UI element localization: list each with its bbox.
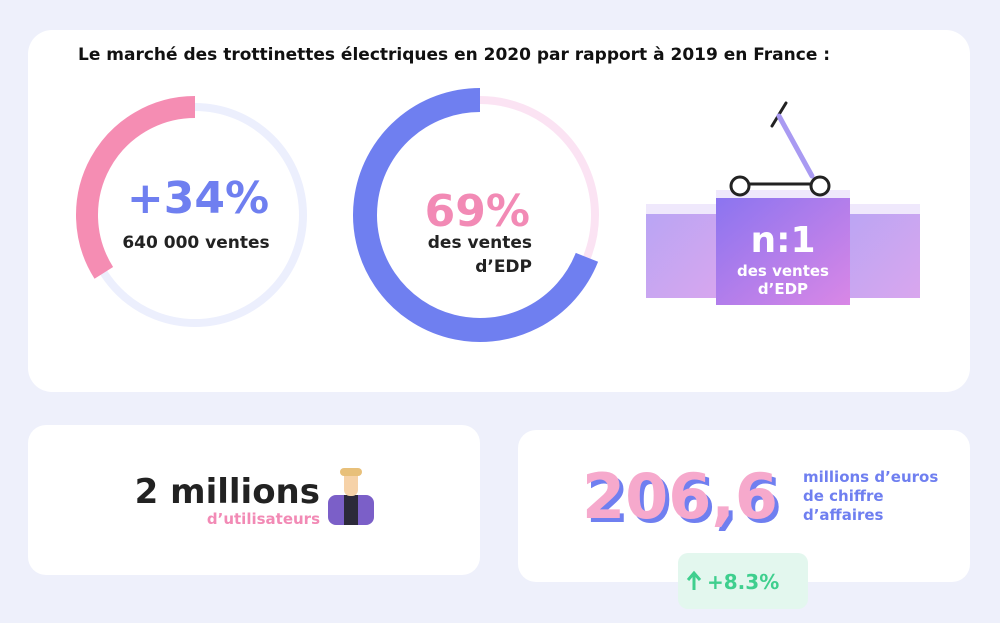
title: Le marché des trottinettes électriques e…: [78, 45, 830, 65]
stat-caption: des ventes: [428, 233, 532, 253]
stat-label: +34%: [127, 173, 269, 224]
stat-caption: 640 000 ventes: [122, 233, 269, 253]
revenue-caption: d’affaires: [803, 506, 884, 524]
revenue-label: 206,6: [582, 460, 778, 533]
rank-caption: d’EDP: [758, 280, 808, 298]
revenue-card: [518, 430, 970, 582]
person-icon: [328, 468, 374, 525]
stat-caption: d’EDP: [475, 257, 532, 277]
revenue-shadow: 206,6: [586, 464, 782, 537]
up-arrow: [686, 570, 702, 590]
revenue-caption: de chiffre: [803, 487, 884, 505]
change-label: +8.3%: [707, 570, 779, 594]
podium: [646, 190, 920, 305]
stat-label: 69%: [425, 186, 530, 237]
scooter-icon: [729, 101, 831, 197]
rank-label: n:1: [750, 220, 815, 261]
users-caption: d’utilisateurs: [207, 510, 320, 528]
rank-caption: des ventes: [737, 262, 829, 280]
revenue-caption: millions d’euros: [803, 468, 938, 486]
users-card: [28, 425, 480, 575]
ring-arc: [353, 88, 599, 342]
change-badge: [678, 553, 808, 609]
ring-arc: [76, 96, 196, 279]
users-label: 2 millions: [135, 472, 320, 512]
rings: [76, 88, 599, 342]
